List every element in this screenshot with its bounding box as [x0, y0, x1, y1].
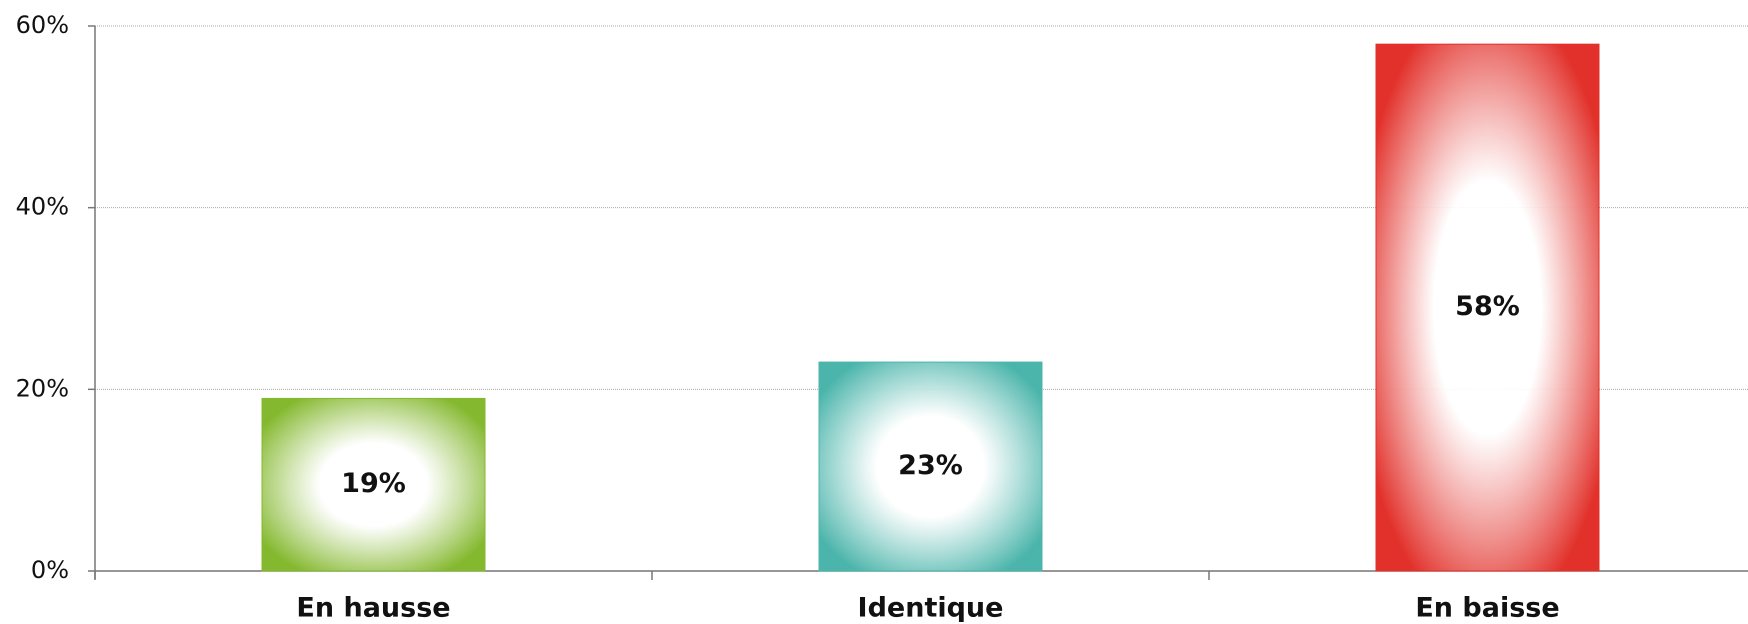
y-tick-label: 0% — [31, 556, 69, 584]
y-tick-label: 20% — [16, 374, 69, 402]
bar — [818, 361, 1043, 572]
y-tick-label: 40% — [16, 193, 69, 221]
bar — [261, 397, 486, 572]
data-label: 19% — [341, 468, 406, 499]
bar — [1375, 43, 1600, 572]
data-label: 58% — [1455, 291, 1520, 322]
data-label: 23% — [898, 450, 963, 481]
x-tick-label: En baisse — [1415, 593, 1559, 624]
y-tick-label: 60% — [16, 11, 69, 39]
x-tick-label: Identique — [858, 593, 1004, 624]
x-tick-label: En hausse — [296, 593, 450, 624]
